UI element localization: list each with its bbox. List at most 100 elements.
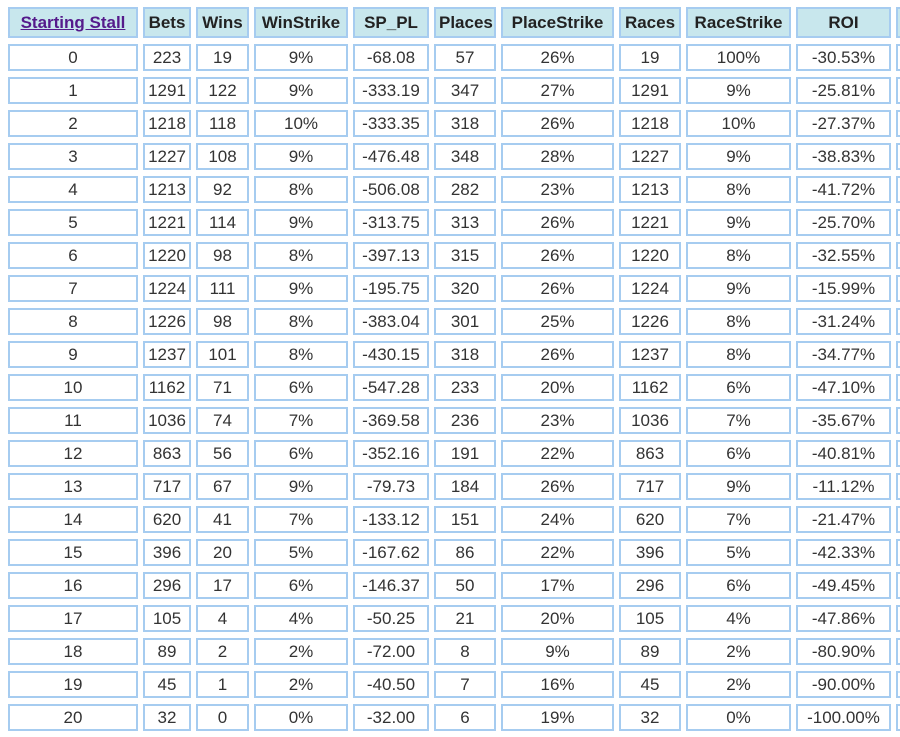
cell-roi: -15.99% <box>796 275 891 302</box>
clipped-cell <box>896 308 900 335</box>
cell-bets: 1162 <box>143 374 191 401</box>
cell-starting_stall: 20 <box>8 704 138 731</box>
cell-wins: 111 <box>196 275 249 302</box>
cell-roi: -47.10% <box>796 374 891 401</box>
cell-wins: 108 <box>196 143 249 170</box>
cell-races: 105 <box>619 605 681 632</box>
cell-roi: -32.55% <box>796 242 891 269</box>
cell-bets: 45 <box>143 671 191 698</box>
table-row: 12 863 56 6% -352.16 191 22% 863 6% -40.81% <box>8 440 900 467</box>
cell-starting_stall: 13 <box>8 473 138 500</box>
cell-sp_pl: -430.15 <box>353 341 429 368</box>
clipped-cell <box>896 275 900 302</box>
column-header-races: Races <box>619 7 681 38</box>
table-row: 11 1036 74 7% -369.58 236 23% 1036 7% -35.67% <box>8 407 900 434</box>
cell-placestrike: 26% <box>501 209 614 236</box>
column-header-places: Places <box>434 7 496 38</box>
cell-sp_pl: -133.12 <box>353 506 429 533</box>
table-row: 14 620 41 7% -133.12 151 24% 620 7% -21.47% <box>8 506 900 533</box>
cell-races: 89 <box>619 638 681 665</box>
cell-races: 1213 <box>619 176 681 203</box>
clipped-cell <box>896 638 900 665</box>
cell-racestrike: 9% <box>686 143 791 170</box>
table-row: 9 1237 101 8% -430.15 318 26% 1237 8% -34.77% <box>8 341 900 368</box>
column-header-racestrike: RaceStrike <box>686 7 791 38</box>
cell-places: 318 <box>434 110 496 137</box>
cell-wins: 1 <box>196 671 249 698</box>
cell-winstrike: 8% <box>254 341 348 368</box>
cell-sp_pl: -333.19 <box>353 77 429 104</box>
cell-winstrike: 0% <box>254 704 348 731</box>
cell-places: 233 <box>434 374 496 401</box>
cell-starting_stall: 1 <box>8 77 138 104</box>
cell-roi: -34.77% <box>796 341 891 368</box>
clipped-cell <box>896 374 900 401</box>
cell-races: 32 <box>619 704 681 731</box>
cell-sp_pl: -476.48 <box>353 143 429 170</box>
cell-racestrike: 8% <box>686 308 791 335</box>
table-row: 16 296 17 6% -146.37 50 17% 296 6% -49.45% <box>8 572 900 599</box>
cell-bets: 1227 <box>143 143 191 170</box>
cell-sp_pl: -79.73 <box>353 473 429 500</box>
cell-roi: -38.83% <box>796 143 891 170</box>
cell-races: 1220 <box>619 242 681 269</box>
cell-races: 863 <box>619 440 681 467</box>
header-row: Starting Stall Bets Wins WinStrike SP_PL Plac… <box>8 7 900 38</box>
cell-racestrike: 10% <box>686 110 791 137</box>
cell-places: 6 <box>434 704 496 731</box>
cell-roi: -100.00% <box>796 704 891 731</box>
cell-racestrike: 9% <box>686 77 791 104</box>
cell-bets: 863 <box>143 440 191 467</box>
cell-bets: 1226 <box>143 308 191 335</box>
clipped-cell <box>896 440 900 467</box>
cell-wins: 4 <box>196 605 249 632</box>
cell-placestrike: 23% <box>501 407 614 434</box>
cell-places: 8 <box>434 638 496 665</box>
clipped-cell <box>896 572 900 599</box>
cell-starting_stall: 8 <box>8 308 138 335</box>
clipped-cell <box>896 704 900 731</box>
cell-sp_pl: -167.62 <box>353 539 429 566</box>
cell-bets: 89 <box>143 638 191 665</box>
table-row: 18 89 2 2% -72.00 8 9% 89 2% -80.90% <box>8 638 900 665</box>
cell-racestrike: 6% <box>686 440 791 467</box>
cell-placestrike: 26% <box>501 341 614 368</box>
cell-races: 1291 <box>619 77 681 104</box>
cell-bets: 1213 <box>143 176 191 203</box>
column-header-sp-pl: SP_PL <box>353 7 429 38</box>
clipped-cell <box>896 671 900 698</box>
clipped-cell <box>896 143 900 170</box>
cell-roi: -25.81% <box>796 77 891 104</box>
cell-starting_stall: 3 <box>8 143 138 170</box>
cell-winstrike: 6% <box>254 374 348 401</box>
cell-racestrike: 8% <box>686 242 791 269</box>
table-row: 2 1218 118 10% -333.35 318 26% 1218 10% -27.37% <box>8 110 900 137</box>
column-header-roi: ROI <box>796 7 891 38</box>
cell-winstrike: 9% <box>254 44 348 71</box>
cell-racestrike: 7% <box>686 506 791 533</box>
cell-racestrike: 2% <box>686 671 791 698</box>
cell-sp_pl: -383.04 <box>353 308 429 335</box>
cell-racestrike: 5% <box>686 539 791 566</box>
cell-placestrike: 20% <box>501 374 614 401</box>
cell-races: 45 <box>619 671 681 698</box>
cell-races: 1036 <box>619 407 681 434</box>
cell-placestrike: 26% <box>501 473 614 500</box>
cell-placestrike: 25% <box>501 308 614 335</box>
cell-places: 57 <box>434 44 496 71</box>
cell-sp_pl: -68.08 <box>353 44 429 71</box>
cell-placestrike: 22% <box>501 539 614 566</box>
cell-racestrike: 9% <box>686 473 791 500</box>
cell-wins: 56 <box>196 440 249 467</box>
cell-wins: 98 <box>196 242 249 269</box>
cell-races: 1221 <box>619 209 681 236</box>
cell-bets: 32 <box>143 704 191 731</box>
cell-races: 1224 <box>619 275 681 302</box>
starting-stall-stats-table: Starting Stall Bets Wins WinStrike SP_PL Plac… <box>3 1 900 737</box>
cell-wins: 92 <box>196 176 249 203</box>
cell-roi: -25.70% <box>796 209 891 236</box>
sort-link-starting-stall[interactable]: Starting Stall <box>20 12 126 32</box>
cell-winstrike: 7% <box>254 506 348 533</box>
cell-starting_stall: 6 <box>8 242 138 269</box>
cell-bets: 1036 <box>143 407 191 434</box>
